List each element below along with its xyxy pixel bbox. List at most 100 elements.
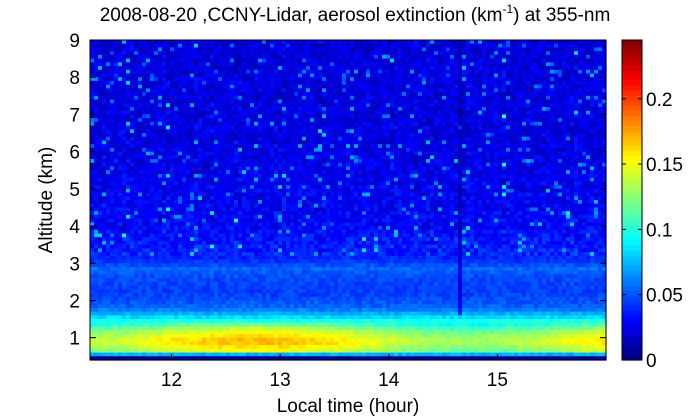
heatmap-cell	[506, 47, 511, 52]
heatmap-cell	[182, 133, 187, 138]
heatmap-cell	[90, 151, 95, 156]
heatmap-cell	[98, 114, 103, 119]
heatmap-cell	[214, 95, 219, 101]
heatmap-cell	[470, 47, 475, 52]
heatmap-cell	[194, 118, 199, 123]
heatmap-cell	[450, 62, 455, 67]
heatmap-cell	[322, 121, 327, 127]
heatmap-cell	[306, 118, 311, 123]
heatmap-cell	[262, 84, 267, 89]
heatmap-cell	[186, 121, 191, 127]
heatmap-cell	[118, 92, 123, 97]
heatmap-cell	[234, 110, 239, 116]
heatmap-cell	[134, 170, 139, 175]
heatmap-cell	[226, 58, 231, 63]
heatmap-cell	[386, 114, 391, 119]
heatmap-cell	[406, 162, 411, 168]
heatmap-cell	[154, 62, 159, 67]
heatmap-cell	[542, 133, 547, 138]
heatmap-cell	[202, 110, 207, 116]
heatmap-cell	[594, 43, 599, 49]
heatmap-cell	[438, 155, 443, 160]
heatmap-cell	[426, 166, 431, 171]
heatmap-cell	[106, 80, 111, 86]
heatmap-cell	[542, 140, 547, 145]
heatmap-cell	[538, 125, 543, 130]
heatmap-cell	[406, 62, 411, 67]
heatmap-cell	[326, 159, 331, 164]
heatmap-cell	[358, 43, 363, 49]
heatmap-cell	[598, 66, 603, 71]
heatmap-cell	[538, 170, 543, 175]
heatmap-cell	[126, 133, 131, 138]
heatmap-cell	[570, 69, 575, 75]
heatmap-cell	[222, 66, 227, 71]
heatmap-cell	[438, 125, 443, 130]
heatmap-cell	[438, 147, 443, 153]
heatmap-cell	[490, 162, 495, 168]
heatmap-cell	[198, 84, 203, 89]
heatmap-cell	[186, 170, 191, 175]
heatmap-cell	[430, 95, 435, 101]
heatmap-cell	[130, 118, 135, 123]
heatmap-cell	[302, 66, 307, 71]
heatmap-cell	[250, 66, 255, 71]
heatmap-cell	[570, 58, 575, 63]
heatmap-cell	[406, 136, 411, 142]
heatmap-cell	[450, 66, 455, 71]
heatmap-cell	[498, 147, 503, 153]
heatmap-cell	[414, 133, 419, 138]
heatmap-cell	[482, 133, 487, 138]
heatmap-cell	[254, 43, 259, 49]
heatmap-cell	[346, 147, 351, 153]
heatmap-cell	[534, 136, 539, 142]
heatmap-cell	[494, 58, 499, 63]
heatmap-cell	[558, 88, 563, 93]
heatmap-cell	[190, 58, 195, 63]
heatmap-cell	[214, 80, 219, 86]
heatmap-cell	[370, 121, 375, 127]
heatmap-cell	[562, 106, 567, 112]
heatmap-cell	[142, 166, 147, 171]
heatmap-cell	[278, 114, 283, 119]
heatmap-cell	[178, 40, 183, 45]
heatmap-cell	[362, 103, 367, 108]
heatmap-cell	[138, 51, 143, 56]
heatmap-cell	[426, 66, 431, 71]
heatmap-cell	[214, 77, 219, 82]
heatmap-cell	[226, 69, 231, 75]
heatmap-cell	[350, 144, 355, 149]
heatmap-cell	[362, 80, 367, 86]
heatmap-cell	[178, 155, 183, 160]
heatmap-cell	[290, 147, 295, 153]
heatmap-cell	[466, 106, 471, 112]
heatmap-cell	[226, 47, 231, 52]
heatmap-cell	[290, 110, 295, 116]
heatmap-cell	[582, 58, 587, 63]
heatmap-cell	[402, 118, 407, 123]
heatmap-cell	[382, 170, 387, 175]
heatmap-cell	[190, 106, 195, 112]
heatmap-cell	[118, 73, 123, 78]
heatmap-cell	[126, 159, 131, 164]
heatmap-cell	[182, 162, 187, 168]
heatmap-cell	[454, 140, 459, 145]
heatmap-cell	[170, 162, 175, 168]
heatmap-cell	[514, 125, 519, 130]
heatmap-cell	[494, 173, 499, 179]
heatmap-cell	[358, 121, 363, 127]
heatmap-cell	[142, 181, 147, 186]
heatmap-cell	[310, 155, 315, 160]
heatmap-cell	[286, 40, 291, 45]
heatmap-cell	[290, 125, 295, 130]
heatmap-cell	[426, 92, 431, 97]
heatmap-cell	[118, 40, 123, 45]
heatmap-cell	[598, 147, 603, 153]
heatmap-cell	[218, 177, 223, 182]
heatmap-cell	[222, 133, 227, 138]
heatmap-cell	[378, 99, 383, 104]
heatmap-cell	[178, 136, 183, 142]
heatmap-cell	[290, 133, 295, 138]
heatmap-cell	[322, 51, 327, 56]
heatmap-cell	[234, 88, 239, 93]
